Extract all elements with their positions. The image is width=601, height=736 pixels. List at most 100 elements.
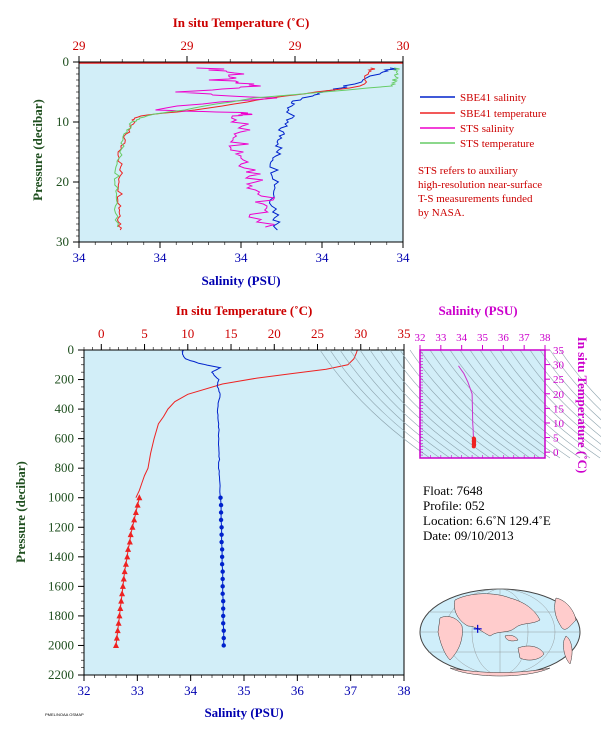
temperature-point: [117, 605, 124, 612]
full-profile-y-tick-label: 1600: [48, 578, 74, 593]
full-profile-bottom-axis-label: Salinity (PSU): [204, 705, 283, 720]
near-surface-data-marks: [79, 62, 403, 231]
temperature-point: [122, 560, 129, 567]
near-surface-bottom-tick-label: 34: [73, 250, 87, 265]
full-profile-top-tick-label: 30: [354, 326, 367, 341]
salinity-point: [218, 517, 224, 523]
salinity-point: [219, 547, 225, 552]
ts-right-tick-label: 35: [553, 345, 565, 357]
temperature-point: [119, 590, 126, 597]
full-profile-y-tick-label: 600: [55, 431, 75, 446]
full-profile-top-tick-label: 25: [311, 326, 324, 341]
full-profile-top-tick-label: 15: [225, 326, 238, 341]
ts-deep-point: [471, 436, 476, 441]
full-profile-top-tick-label: 0: [98, 326, 105, 341]
full-profile-top-tick-label: 20: [268, 326, 281, 341]
ts-top-tick-label: 36: [498, 332, 510, 344]
sts-note-line-4: by NASA.: [418, 207, 465, 219]
salinity-point: [219, 562, 225, 567]
density-contour: [549, 349, 601, 411]
temperature-point: [132, 509, 139, 515]
ts-top-tick-label: 33: [435, 332, 447, 344]
temperature-point: [121, 568, 128, 575]
full-profile-y-tick-label: 800: [55, 460, 75, 475]
full-profile-data-marks: [113, 349, 358, 648]
salinity-point: [221, 613, 226, 619]
salinity-point: [218, 502, 224, 508]
near-surface-legend: SBE41 salinity SBE41 temperature STS sal…: [420, 92, 547, 150]
full-profile-y-tick-label: 2000: [48, 637, 74, 652]
near-surface-top-tick-label: 29: [289, 38, 302, 53]
profile-number: Profile: 052: [423, 498, 485, 513]
full-profile-top-tick-label: 10: [181, 326, 194, 341]
ts-top-tick-label: 35: [477, 332, 489, 344]
full-profile-y-tick-label: 2200: [48, 667, 74, 682]
temperature-point: [113, 634, 120, 641]
full-profile-top-tick-label: 5: [141, 326, 148, 341]
salinity-point: [219, 525, 224, 530]
ts-top-axis-label: Salinity (PSU): [438, 303, 517, 318]
sts-note-line-1: STS refers to auxiliary: [418, 165, 518, 177]
ts-top-tick-label: 32: [415, 332, 426, 344]
salinity-point: [221, 643, 226, 648]
ts-top-tick-label: 37: [519, 332, 531, 344]
near-surface-y-tick-label: 30: [56, 234, 69, 249]
density-contour: [499, 349, 601, 453]
density-contour: [369, 349, 481, 459]
full-profile-bottom-tick-label: 37: [344, 683, 358, 698]
density-contour: [439, 349, 551, 459]
full-profile-y-tick-label: 400: [55, 401, 75, 416]
density-contour: [389, 349, 501, 459]
full-profile-bottom-tick-label: 35: [238, 683, 251, 698]
map-land: [437, 593, 577, 677]
density-contour: [489, 349, 601, 459]
float-id: Float: 7648: [423, 483, 483, 498]
full-profile-salinity-line: [181, 349, 222, 498]
sts-note-line-3: T-S measurements funded: [418, 193, 533, 205]
near-surface-bottom-tick-label: 34: [235, 250, 249, 265]
temperature-point: [125, 545, 132, 552]
salinity-point: [221, 628, 226, 633]
near-surface-top-tick-label: 29: [181, 38, 194, 53]
sts-note-line-2: high-resolution near-surface: [418, 179, 542, 191]
density-contour: [469, 349, 581, 459]
temperature-point: [136, 494, 143, 501]
salinity-point: [220, 569, 225, 574]
temperature-point: [127, 531, 134, 538]
salinity-point: [220, 584, 225, 589]
footer-credit: PMEL/NOAA OSMAP: [45, 712, 84, 717]
float-info: Float: 7648 Profile: 052 Location: 6.6˚N…: [423, 483, 551, 543]
legend-label-sts-salinity: STS salinity: [460, 123, 515, 135]
salinity-point: [221, 598, 226, 604]
full-profile-temperature-line: [135, 349, 358, 498]
legend-label-sbe41-salinity: SBE41 salinity: [460, 92, 527, 104]
temperature-point: [126, 538, 133, 545]
near-surface-chart: 0 10 20 30 34 34 34 34 34 29 29 29 30 In situ Temper…: [30, 15, 547, 288]
full-profile-chart: 0200400600800100012001400160018002000220…: [13, 303, 411, 720]
near-surface-y-tick-label: 0: [63, 54, 70, 69]
near-surface-top-tick-label: 30: [397, 38, 410, 53]
ts-right-axis-label: In situ Temperature (˚C): [575, 337, 590, 474]
full-profile-y-tick-label: 1400: [48, 549, 74, 564]
full-profile-top-tick-label: 35: [398, 326, 411, 341]
temperature-point: [114, 627, 121, 634]
legend-label-sbe41-temperature: SBE41 temperature: [460, 108, 547, 120]
ts-right-tick-label: 20: [553, 389, 565, 401]
salinity-point: [220, 591, 225, 596]
density-contour: [359, 349, 471, 459]
salinity-point: [219, 539, 224, 545]
full-profile-bottom-tick-label: 38: [398, 683, 411, 698]
temperature-point: [115, 619, 122, 626]
ts-right-tick-label: 5: [553, 433, 559, 445]
salinity-point: [220, 576, 225, 582]
location: Location: 6.6˚N 129.4˚E: [423, 513, 551, 528]
salinity-point: [218, 510, 224, 515]
ts-right-tick-label: 25: [553, 374, 565, 386]
salinity-point: [219, 532, 224, 537]
near-surface-bottom-tick-label: 34: [154, 250, 168, 265]
near-surface-top-tick-label: 29: [73, 38, 86, 53]
full-profile-y-tick-label: 200: [55, 372, 75, 387]
sts-note: STS refers to auxiliary high-resolution …: [418, 165, 542, 219]
near-surface-series-sts-salinity: [155, 67, 278, 228]
